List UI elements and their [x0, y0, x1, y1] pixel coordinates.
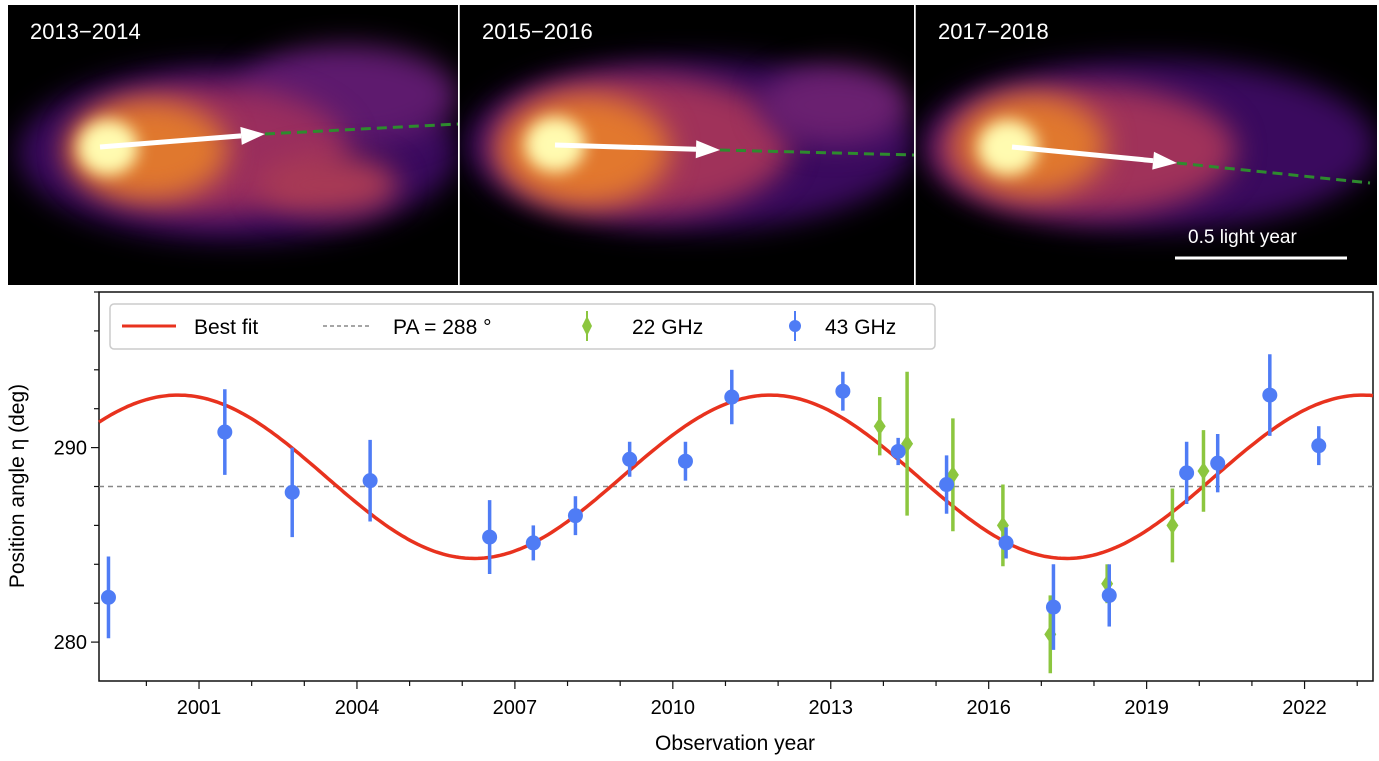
- legend-22ghz-marker: [582, 311, 592, 341]
- data-point-43ghz: [525, 525, 541, 561]
- panel-label: 2015−2016: [482, 19, 593, 44]
- circle-marker: [998, 535, 1014, 551]
- scale-bar-label: 0.5 light year: [1188, 227, 1297, 248]
- circle-marker: [1179, 465, 1195, 481]
- x-tick-label: 2022: [1282, 697, 1327, 719]
- data-point-43ghz: [1262, 354, 1278, 436]
- y-axis-label: Position angle η (deg): [6, 384, 29, 588]
- data-point-22ghz: [946, 418, 959, 532]
- x-tick-label: 2010: [651, 697, 696, 719]
- x-tick-label: 2004: [335, 697, 380, 719]
- jet-arrow-head: [695, 140, 720, 159]
- circle-marker: [284, 484, 300, 500]
- data-point-43ghz: [1311, 426, 1327, 466]
- jet-arrow-shaft: [99, 133, 242, 150]
- data-point-43ghz: [1045, 564, 1061, 650]
- legend-22ghz-label: 22 GHz: [632, 316, 703, 339]
- circle-marker: [1045, 599, 1061, 615]
- x-tick-label: 2019: [1124, 697, 1169, 719]
- data-point-43ghz: [939, 455, 955, 514]
- data-point-43ghz: [1179, 441, 1195, 505]
- data-point-43ghz: [1210, 433, 1226, 493]
- diamond-marker: [1197, 461, 1210, 480]
- circle-marker: [890, 443, 906, 459]
- data-point-43ghz: [284, 447, 300, 538]
- jet-direction-line: [1176, 161, 1371, 185]
- jet-direction-line: [264, 122, 459, 136]
- data-point-43ghz: [835, 371, 851, 411]
- x-tick-label: 2001: [177, 697, 222, 719]
- jet-image-2013-2014: 2013−2014: [8, 5, 458, 285]
- legend-pa-label: PA = 288 °: [393, 316, 492, 339]
- data-point-22ghz: [873, 397, 886, 456]
- circle-marker: [724, 389, 740, 405]
- diamond-marker: [873, 417, 886, 436]
- x-tick-label: 2013: [809, 697, 854, 719]
- circle-marker: [622, 451, 638, 467]
- data-point-43ghz: [677, 441, 693, 481]
- circle-marker: [835, 383, 851, 399]
- data-point-43ghz: [100, 556, 116, 639]
- y-tick-label: 290: [54, 438, 87, 460]
- circle-marker: [567, 508, 583, 524]
- diamond-marker: [1166, 516, 1179, 535]
- panel-divider: [915, 5, 916, 285]
- data-point-43ghz: [724, 369, 740, 425]
- data-point-43ghz: [622, 441, 638, 477]
- x-tick-label: 2007: [493, 697, 538, 719]
- chart-marks: [98, 354, 1374, 674]
- panel-divider: [459, 5, 460, 285]
- circle-marker: [1101, 587, 1117, 603]
- jet-arrows: [99, 122, 1371, 260]
- jet-direction-line: [719, 148, 915, 157]
- jet-arrow-head: [240, 126, 265, 145]
- axes: 2001 2004 2007 2010 2013 2016 2019 2022 280 290: [54, 291, 1374, 719]
- data-point-43ghz: [1101, 564, 1117, 627]
- legend-43ghz-label: 43 GHz: [825, 316, 896, 339]
- data-point-22ghz: [901, 371, 914, 516]
- data-point-43ghz: [482, 500, 498, 575]
- legend-fit-label: Best fit: [194, 316, 258, 339]
- data-point-22ghz: [1166, 488, 1179, 563]
- circle-marker: [525, 535, 541, 551]
- legend-43ghz-marker: [789, 311, 801, 341]
- circle-marker: [217, 424, 233, 440]
- jet-arrow-head: [1152, 151, 1177, 170]
- circle-marker: [1311, 438, 1327, 454]
- jet-arrow-shaft: [554, 142, 697, 152]
- data-point-43ghz: [998, 527, 1014, 559]
- data-point-22ghz: [1197, 430, 1210, 512]
- circle-marker: [677, 453, 693, 469]
- x-tick-label: 2016: [966, 697, 1011, 719]
- circle-marker: [1210, 455, 1226, 471]
- circle-marker: [939, 477, 955, 493]
- legend: Best fit PA = 288 ° 22 GHz 43 GHz: [109, 303, 936, 350]
- panel-label: 2017−2018: [938, 19, 1049, 44]
- x-axis-label: Observation year: [655, 732, 815, 755]
- data-point-43ghz: [217, 389, 233, 475]
- circle-marker: [100, 589, 116, 605]
- jet-arrow-shaft: [1011, 144, 1154, 164]
- y-tick-label: 280: [54, 632, 87, 654]
- circle-marker: [362, 473, 378, 489]
- data-point-43ghz: [567, 496, 583, 536]
- circle-marker: [482, 529, 498, 545]
- data-point-43ghz: [890, 437, 906, 466]
- circle-marker: [1262, 387, 1278, 403]
- legend-box: [109, 303, 936, 350]
- panel-label: 2013−2014: [30, 19, 141, 44]
- data-point-43ghz: [362, 439, 378, 522]
